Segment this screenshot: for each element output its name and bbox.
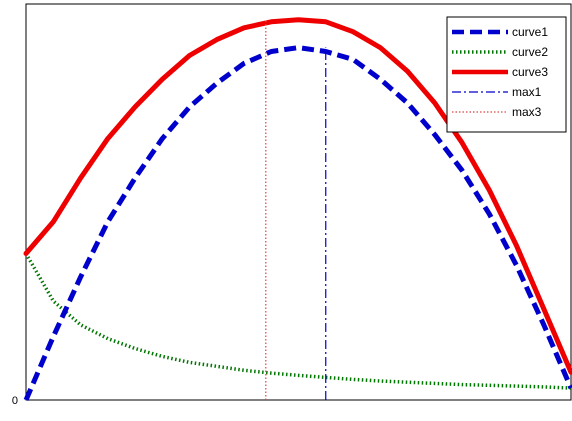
legend-label-max3: max3 (512, 105, 542, 119)
legend: curve1 curve2 curve3 max1 max3 (446, 16, 567, 133)
vlines-layer (265, 19, 327, 400)
legend-box (446, 16, 567, 133)
series-line-curve1 (23, 45, 572, 401)
legend-label-curve3: curve3 (512, 65, 548, 79)
y-tick-label: 0 (12, 395, 18, 407)
series-line-curve2 (24, 252, 572, 390)
legend-label-curve1: curve1 (512, 25, 548, 39)
legend-label-curve2: curve2 (512, 45, 548, 59)
series-line-curve3 (23, 17, 572, 375)
legend-label-max1: max1 (512, 85, 542, 99)
ticks-layer: 0 (12, 395, 18, 407)
lines-layer (23, 17, 572, 401)
